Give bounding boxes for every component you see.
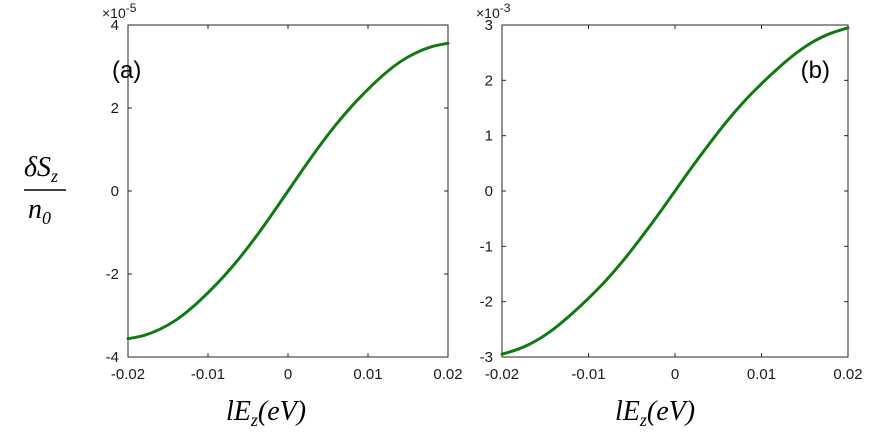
x-tick-label-b: 0.02 — [833, 366, 862, 383]
y-tick-label-b: 1 — [485, 128, 493, 145]
series-line-b — [500, 26, 850, 356]
y-tick-label-a: 0 — [111, 183, 119, 200]
y-label-numerator: δS — [24, 152, 51, 183]
y-tick-label-b: -3 — [480, 349, 493, 366]
y-tick-label-b: -2 — [480, 294, 493, 311]
svg-text:n0: n0 — [28, 194, 51, 228]
x-axis-label-b: lEz(eV) — [615, 396, 695, 430]
series-line-a — [126, 41, 450, 341]
y-tick-label-a: 2 — [111, 100, 119, 117]
y-label-denominator: n — [28, 194, 42, 225]
svg-text:δSz: δSz — [24, 152, 58, 186]
y-tick-label-b: 3 — [485, 17, 493, 34]
x-tick-label-a: 0.01 — [353, 366, 382, 383]
x-tick-label-b: -0.02 — [485, 366, 519, 383]
x-tick-label-b: -0.01 — [571, 366, 605, 383]
y-label-denominator-sub: 0 — [42, 208, 51, 228]
x-axis-label-a: lEz(eV) — [226, 396, 306, 430]
y-exponent-label-a: ×10-5 — [102, 1, 137, 21]
y-axis-label: δSz n0 — [24, 152, 66, 228]
y-tick-label-a: 4 — [111, 17, 119, 34]
panel-b: -0.02 -0.01 0 0.01 0.02 -3 -2 -1 0 1 2 3×10-3 (b) — [476, 1, 863, 383]
y-tick-label-a: -2 — [106, 266, 119, 283]
x-tick-label-a: -0.01 — [191, 366, 225, 383]
y-tick-label-b: 0 — [485, 183, 493, 200]
y-tick-label-b: -1 — [480, 238, 493, 255]
x-tick-label-a: -0.02 — [111, 366, 145, 383]
x-tick-label-b: 0 — [671, 366, 679, 383]
y-exponent-label-b: ×10-3 — [476, 1, 511, 21]
panel-label-b: (b) — [801, 57, 830, 84]
y-label-numerator-sub: z — [50, 166, 58, 186]
panel-a: -0.02 -0.01 0 0.01 0.02 -4 -2 0 2 4×10-5 (a) — [102, 1, 463, 383]
panel-label-a: (a) — [112, 57, 141, 84]
x-tick-label-a: 0.02 — [433, 366, 462, 383]
y-tick-label-a: -4 — [106, 349, 119, 366]
x-tick-label-a: 0 — [284, 366, 292, 383]
x-tick-label-b: 0.01 — [747, 366, 776, 383]
y-tick-label-b: 2 — [485, 72, 493, 89]
